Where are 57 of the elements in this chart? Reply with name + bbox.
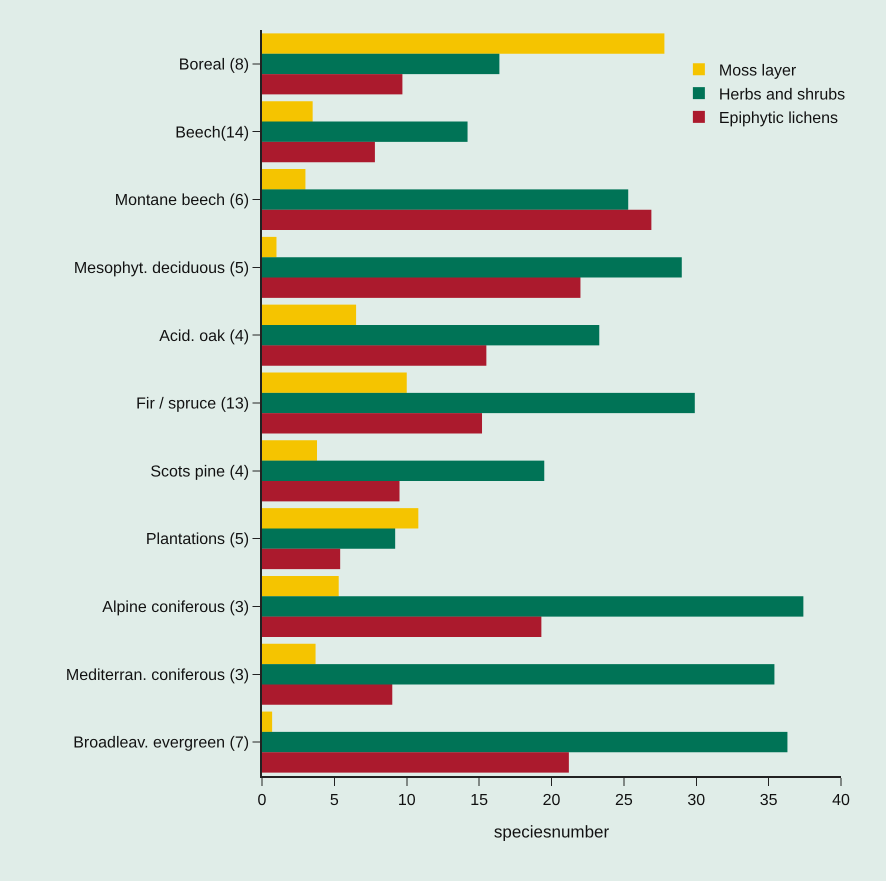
bar bbox=[262, 33, 664, 54]
x-tick-label: 35 bbox=[760, 792, 778, 809]
bar bbox=[262, 142, 375, 162]
x-axis-title: speciesnumber bbox=[494, 822, 610, 842]
bar bbox=[262, 616, 542, 637]
bar bbox=[262, 576, 339, 596]
legend-label: Epiphytic lichens bbox=[718, 110, 838, 128]
bar bbox=[262, 508, 418, 528]
bar bbox=[262, 325, 600, 346]
y-tick-label: Scots pine (4) bbox=[150, 463, 250, 480]
y-tick-label: Mediterran. coniferous (3) bbox=[66, 666, 250, 684]
x-tick-label: 0 bbox=[258, 792, 267, 809]
bar bbox=[262, 548, 340, 570]
bar bbox=[262, 684, 392, 705]
y-tick-label: Fir / spruce (13) bbox=[136, 396, 250, 413]
bar bbox=[262, 257, 682, 278]
bar bbox=[262, 54, 500, 74]
bar bbox=[262, 413, 482, 434]
x-tick-label: 5 bbox=[330, 792, 339, 809]
y-tick-label: Acid. oak (4) bbox=[159, 328, 250, 345]
bar bbox=[262, 189, 628, 210]
bar bbox=[262, 480, 400, 502]
bar bbox=[262, 392, 695, 414]
bar bbox=[262, 460, 544, 481]
bar bbox=[262, 644, 316, 664]
legend-label: Moss layer bbox=[718, 62, 797, 80]
bar bbox=[262, 528, 396, 549]
y-tick-label: Beech(14) bbox=[175, 124, 250, 142]
bar bbox=[262, 440, 318, 461]
bar bbox=[262, 712, 272, 732]
y-tick-label: Broadleav. evergreen (7) bbox=[73, 734, 250, 752]
legend-label: Herbs and shrubs bbox=[718, 86, 846, 104]
y-tick-label: Montane beech (6) bbox=[114, 192, 250, 210]
bar bbox=[262, 236, 276, 258]
bar bbox=[262, 664, 774, 684]
bar bbox=[262, 304, 356, 326]
bar bbox=[262, 101, 313, 122]
bar bbox=[262, 596, 804, 617]
bar bbox=[262, 278, 580, 298]
bar bbox=[262, 752, 569, 773]
x-tick-label: 40 bbox=[832, 792, 850, 809]
bar bbox=[262, 372, 407, 393]
x-tick-label: 10 bbox=[398, 792, 416, 809]
bar bbox=[262, 732, 788, 752]
y-tick-label: Alpine coniferous (3) bbox=[102, 599, 250, 616]
bar bbox=[262, 169, 306, 190]
bar bbox=[262, 122, 468, 142]
bar bbox=[262, 74, 402, 94]
bar bbox=[262, 345, 486, 366]
x-tick-label: 30 bbox=[687, 792, 706, 809]
x-tick-label: 25 bbox=[614, 792, 633, 809]
x-tick-label: 20 bbox=[542, 792, 560, 809]
y-tick-label: Boreal (8) bbox=[178, 56, 250, 74]
x-tick-label: 15 bbox=[470, 792, 488, 809]
y-tick-label: Plantations (5) bbox=[146, 531, 250, 548]
bar bbox=[262, 210, 652, 230]
y-tick-label: Mesophyt. deciduous (5) bbox=[74, 260, 250, 277]
